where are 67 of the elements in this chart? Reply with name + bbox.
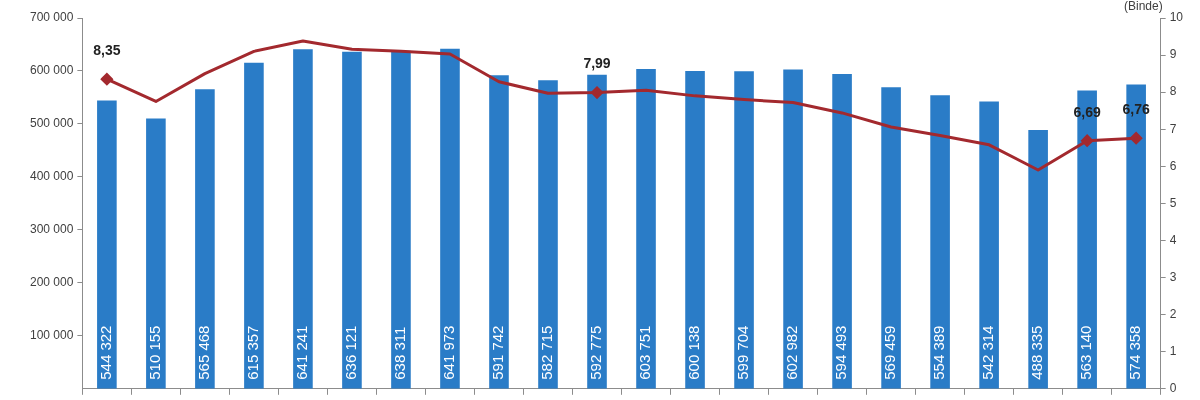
data-label: 641 973	[440, 325, 458, 380]
bar	[342, 51, 362, 389]
bar	[1028, 130, 1048, 389]
data-label: 638 311	[391, 326, 409, 380]
y2-axis-title: (Binde)	[1123, 0, 1163, 14]
data-label: 582 715	[538, 325, 556, 380]
data-label: 594 493	[832, 325, 850, 380]
y2-tick-label: 2	[1169, 306, 1177, 321]
data-label: 544 322	[97, 325, 115, 380]
data-label: 563 140	[1077, 325, 1095, 380]
data-label: 600 138	[685, 325, 703, 380]
bar	[930, 95, 950, 389]
y2-tick-label: 3	[1169, 269, 1177, 284]
data-label: 565 468	[195, 325, 213, 380]
data-label: 636 121	[342, 325, 360, 380]
data-label: 599 704	[734, 325, 752, 380]
data-label: 591 742	[489, 325, 507, 380]
data-label: 615 357	[244, 325, 262, 380]
y-tick-label: 400 000	[29, 169, 74, 184]
bar	[391, 50, 411, 389]
bar	[734, 71, 754, 389]
bar	[293, 49, 313, 389]
bar	[538, 80, 558, 389]
y2-tick-label: 10	[1169, 10, 1184, 25]
y-tick-label: 500 000	[29, 116, 74, 131]
data-label: 510 155	[146, 325, 164, 380]
point	[591, 86, 604, 99]
data-label: 592 775	[587, 325, 605, 380]
data-label: 488 335	[1028, 325, 1046, 380]
data-label: 641 241	[293, 325, 311, 380]
point	[1081, 134, 1094, 147]
data-label: 554 389	[930, 325, 948, 380]
point	[1130, 132, 1143, 145]
bar	[146, 118, 166, 389]
bar	[636, 68, 656, 389]
y2-tick-label: 7	[1169, 121, 1177, 136]
data-label: 8,35	[93, 42, 121, 59]
y2-tick-label: 1	[1169, 344, 1177, 359]
y-tick-label: 600 000	[29, 63, 74, 78]
bar	[587, 74, 607, 389]
y2-tick-label: 6	[1169, 158, 1177, 173]
bar	[979, 101, 999, 389]
y2-tick-label: 4	[1169, 232, 1177, 247]
y-tick-label: 200 000	[29, 275, 74, 290]
bar	[440, 48, 460, 389]
data-label: 574 358	[1126, 325, 1144, 380]
point	[100, 73, 113, 86]
bar	[489, 75, 509, 389]
bar	[783, 69, 803, 389]
bar	[97, 100, 117, 389]
data-label: 603 751	[636, 325, 654, 380]
bar	[685, 70, 705, 389]
bar	[244, 62, 264, 389]
data-label: 542 314	[979, 325, 997, 380]
y2-tick-label: 9	[1169, 47, 1177, 62]
y-tick-label: 300 000	[29, 222, 74, 237]
y2-tick-label: 8	[1169, 84, 1177, 99]
bar	[195, 89, 215, 389]
data-label: 602 982	[783, 325, 801, 380]
data-label: 7,99	[583, 55, 611, 72]
bar	[881, 87, 901, 389]
y-tick-label: 100 000	[29, 328, 74, 343]
bar	[832, 73, 852, 389]
y2-tick-label: 5	[1169, 195, 1177, 210]
y2-tick-label: 0	[1169, 381, 1177, 396]
data-label: 569 459	[881, 325, 899, 380]
y-tick-label: 700 000	[29, 10, 74, 25]
